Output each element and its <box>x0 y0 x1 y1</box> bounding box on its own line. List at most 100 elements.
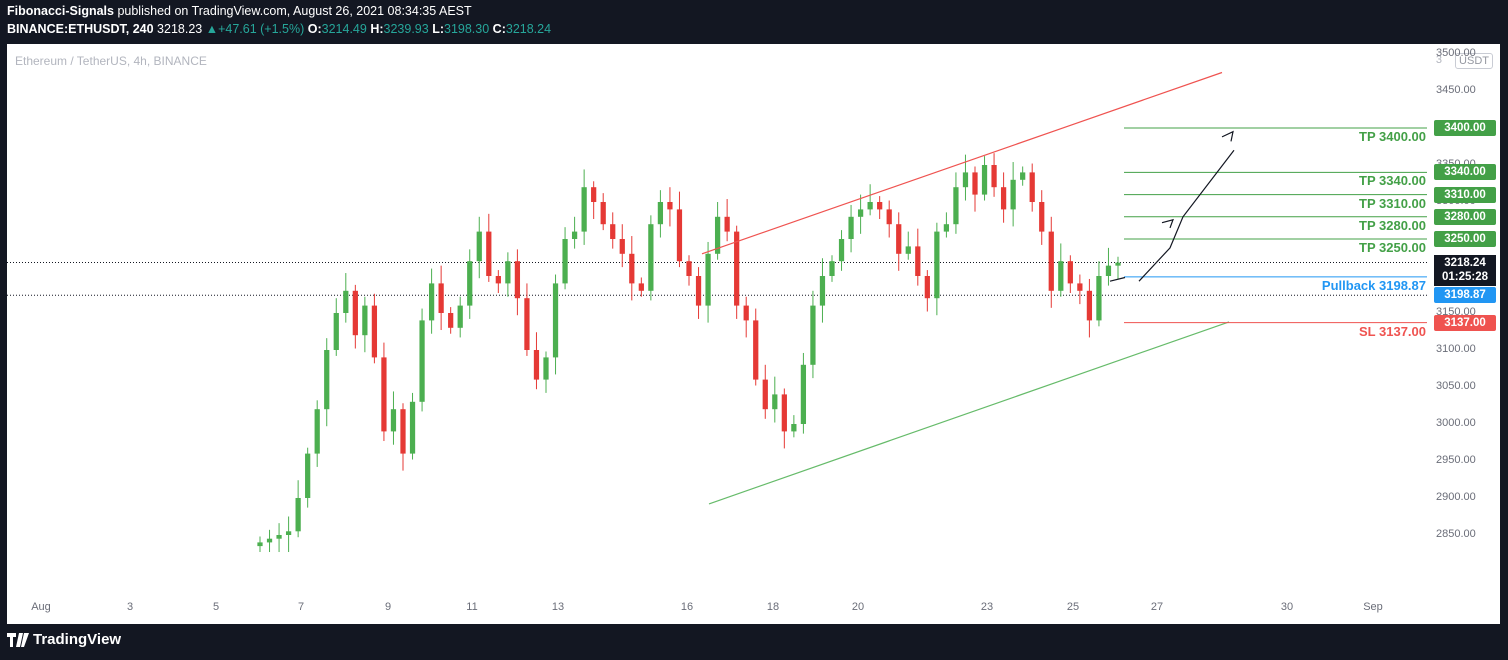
tradingview-icon <box>7 632 29 647</box>
tag-tp-3340: 3340.00 <box>1434 164 1496 181</box>
candle-body <box>772 394 778 410</box>
candle-body <box>1115 262 1121 266</box>
candle-body <box>619 239 625 254</box>
x-tick-label: 3 <box>126 601 134 613</box>
candle-body <box>924 276 930 299</box>
label-tp-3340: TP 3340.00 <box>1359 173 1426 189</box>
candle-body <box>857 209 864 217</box>
candle-body <box>838 239 845 262</box>
ohlc-bar: BINANCE:ETHUSDT, 240 3218.23 ▲+47.61 (+1… <box>7 22 551 36</box>
x-tick-label: 9 <box>384 601 392 613</box>
candle-body <box>362 305 368 336</box>
currency-prefix: 3 <box>1435 54 1442 66</box>
up-arrow-icon: ▲ <box>205 22 219 36</box>
candle-body <box>257 542 263 547</box>
candle-body <box>543 357 549 380</box>
arrow-head-large <box>1221 130 1234 142</box>
candle-body <box>791 424 797 432</box>
y-tick-label: 2850.00 <box>1436 528 1476 540</box>
candle-body <box>1039 202 1045 232</box>
candle-body <box>333 313 339 350</box>
candle-body <box>591 187 597 202</box>
x-tick-label: 30 <box>1280 601 1294 613</box>
low-label: L: <box>432 22 444 36</box>
candle-body <box>438 283 444 313</box>
candle-body <box>285 531 292 535</box>
x-tick-label: Sep <box>1363 601 1383 613</box>
open-value: 3214.49 <box>321 22 367 36</box>
x-tick-label: 23 <box>980 601 994 613</box>
candle-body <box>428 283 435 321</box>
channel-upper-line <box>701 71 1223 255</box>
candle-body <box>1096 276 1102 321</box>
candle-body <box>753 320 759 380</box>
candle-body <box>877 202 883 210</box>
candle-body <box>724 216 730 232</box>
candle-body <box>1000 187 1007 210</box>
tag-tp-3400: 3400.00 <box>1434 120 1496 136</box>
candle-body <box>657 202 664 225</box>
label-stop-loss: SL 3137.00 <box>1359 323 1426 339</box>
candle-body <box>743 305 749 321</box>
candle-body <box>829 261 835 276</box>
publish-info: Fibonacci-Signals published on TradingVi… <box>7 4 472 18</box>
chart-area[interactable]: Ethereum / TetherUS, 4h, BINANCE 3 USDT … <box>7 44 1500 624</box>
candle-body <box>514 261 521 299</box>
candle-body <box>610 224 616 239</box>
symbol-label: BINANCE:ETHUSDT, 240 <box>7 22 154 36</box>
y-tick-label: 3050.00 <box>1436 380 1476 392</box>
candle-body <box>524 298 530 350</box>
candle-body <box>962 172 969 188</box>
chart-title: Ethereum / TetherUS, 4h, BINANCE <box>15 54 207 68</box>
y-tick-label: 3500.00 <box>1436 47 1476 59</box>
publisher-name[interactable]: Fibonacci-Signals <box>7 4 114 18</box>
x-tick-label: 20 <box>851 601 865 613</box>
label-tp-3400: TP 3400.00 <box>1359 129 1426 144</box>
candle-body <box>1077 283 1083 291</box>
x-tick-label: 16 <box>680 601 694 613</box>
current-price-value: 3218.24 <box>1444 256 1486 269</box>
candle-body <box>600 202 606 225</box>
candle-body <box>667 202 673 210</box>
candle-body <box>972 172 978 195</box>
low-value: 3198.30 <box>444 22 490 36</box>
candle-body <box>381 357 387 432</box>
high-value: 3239.93 <box>383 22 429 36</box>
candle-body <box>676 209 683 262</box>
candle-body <box>486 231 492 276</box>
y-tick-label: 3000.00 <box>1436 417 1476 429</box>
x-tick-label: 13 <box>551 601 565 613</box>
candle-body <box>352 290 358 336</box>
tradingview-brand: TradingView <box>33 631 122 648</box>
candle-body <box>886 209 892 225</box>
arrow-head-small <box>1161 218 1174 229</box>
candle-body <box>714 216 721 254</box>
candle-body <box>505 261 511 284</box>
candle-body <box>400 409 406 454</box>
close-value: 3218.24 <box>505 22 552 36</box>
candle-body <box>495 276 501 284</box>
tradingview-logo[interactable]: TradingView <box>7 631 121 648</box>
price-plot[interactable] <box>7 44 1500 624</box>
open-label: O: <box>307 22 322 36</box>
candle-body <box>638 283 644 291</box>
high-label: H: <box>370 22 384 36</box>
currency-badge[interactable]: USDT <box>1455 53 1493 69</box>
candle-body <box>371 305 378 358</box>
candle-body <box>324 350 330 410</box>
published-text: published on TradingView.com, August 26,… <box>117 4 472 18</box>
current-price-tag: 3218.24 01:25:28 <box>1434 254 1496 286</box>
tag-tp-3280: 3280.00 <box>1434 208 1496 225</box>
projection-segment <box>1109 276 1126 282</box>
candle-body <box>571 231 578 239</box>
candle-body <box>1067 261 1073 284</box>
label-tp-3280: TP 3280.00 <box>1359 217 1426 233</box>
candle-body <box>1048 231 1054 291</box>
candle-body <box>448 313 454 328</box>
x-tick-label: 27 <box>1150 601 1164 613</box>
candle-body <box>734 231 740 306</box>
label-tp-3310: TP 3310.00 <box>1359 195 1426 211</box>
y-tick-label: 3100.00 <box>1436 343 1476 355</box>
candle-body <box>943 224 950 232</box>
candle-body <box>686 261 692 276</box>
